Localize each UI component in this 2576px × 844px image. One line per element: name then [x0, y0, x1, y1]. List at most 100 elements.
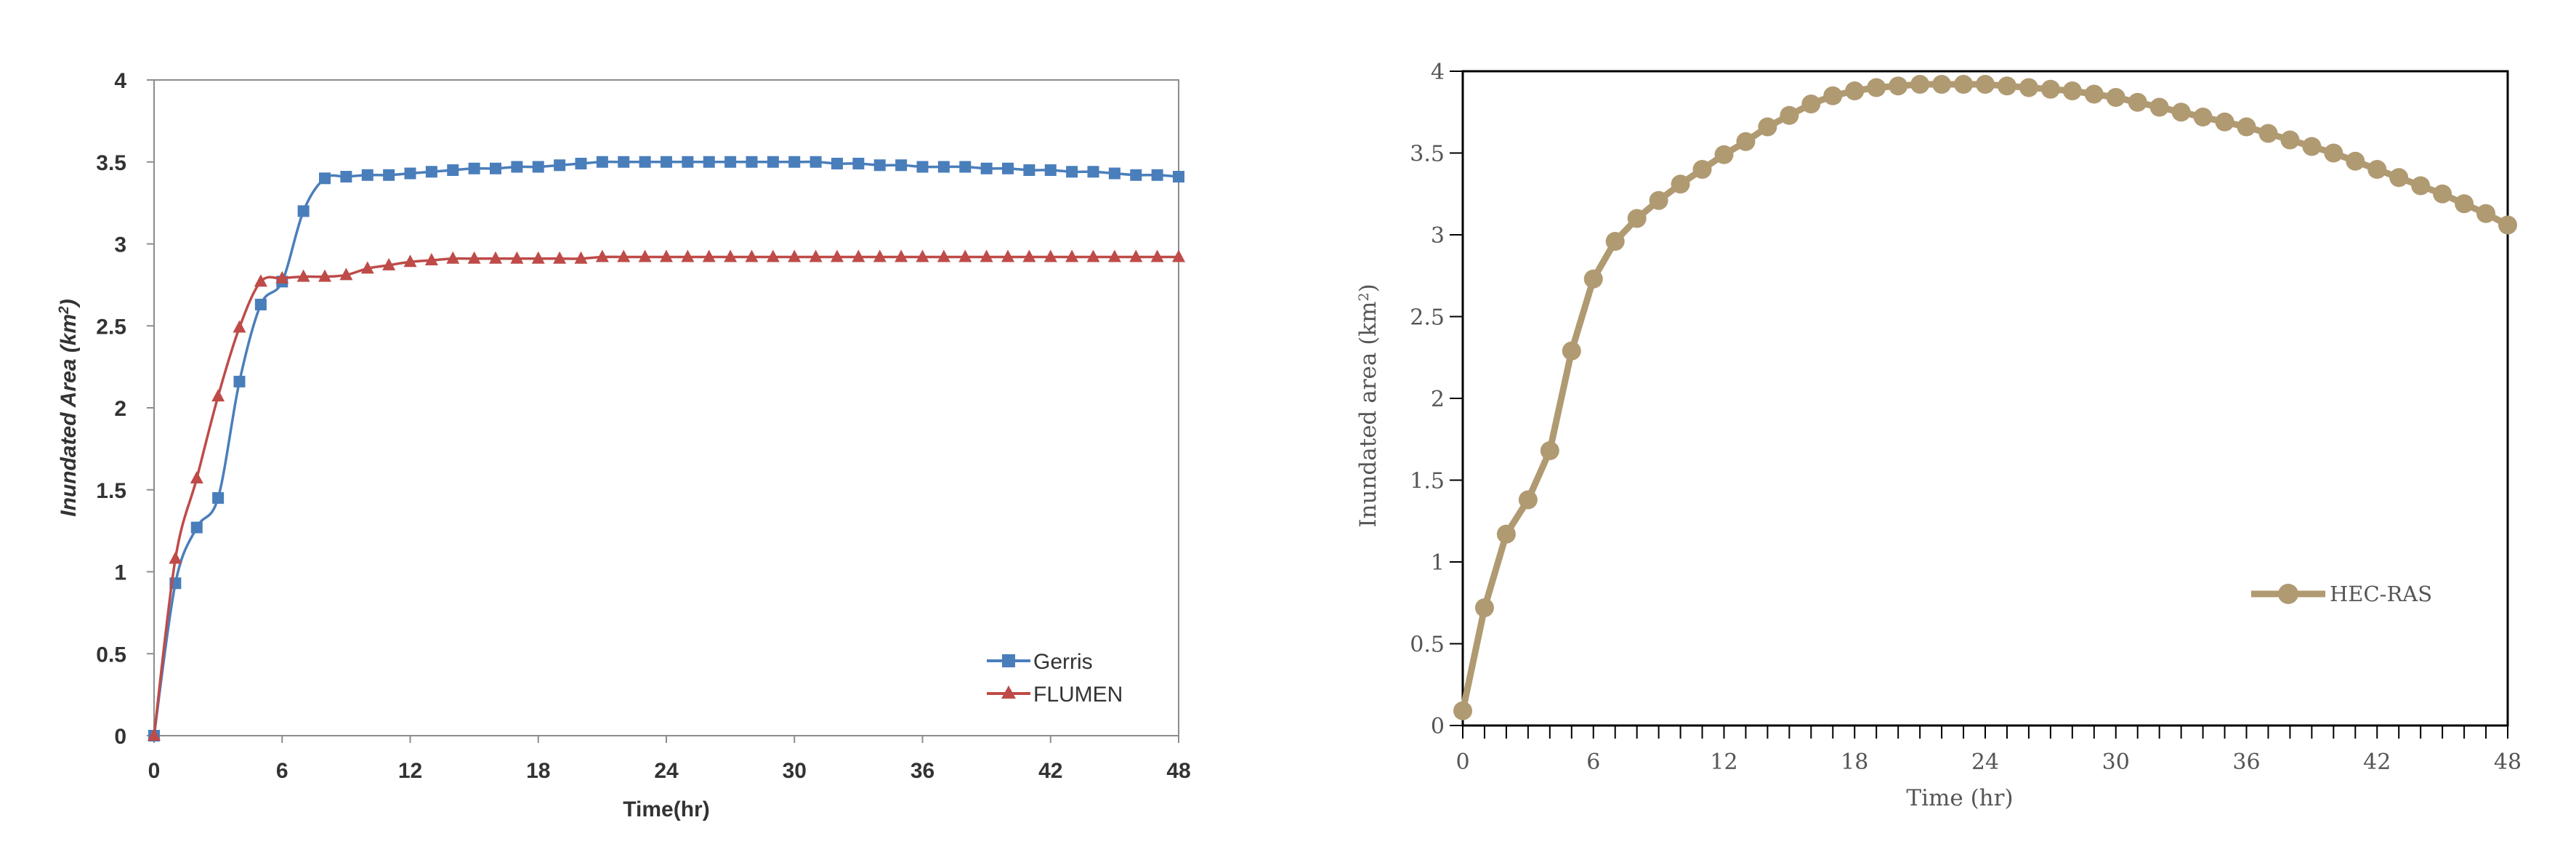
data-point-hec-ras [1823, 86, 1843, 105]
data-point-flumen [489, 251, 502, 264]
data-point-gerris [425, 166, 437, 178]
y-tick-label-right: 2.5 [1410, 305, 1445, 331]
data-point-flumen [211, 389, 225, 402]
data-point-flumen [595, 249, 609, 262]
x-tick-label-right: 18 [1841, 749, 1868, 775]
data-point-gerris [511, 161, 523, 173]
data-point-flumen [531, 251, 545, 264]
data-point-gerris [575, 158, 587, 170]
data-point-flumen [296, 269, 310, 282]
x-tick-label-right: 24 [1971, 749, 1999, 775]
y-tick-label-left: 1.5 [96, 479, 126, 503]
legend-left: Gerris FLUMEN [987, 650, 1123, 707]
data-point-gerris [190, 521, 203, 534]
x-axis-title-left: Time(hr) [623, 797, 709, 821]
data-point-gerris [383, 169, 395, 181]
y-axis-ticks-right: 0 0.5 1 1.5 2 2.5 3 3.5 4 [1410, 60, 1463, 739]
data-point-hec-ras [1605, 232, 1625, 251]
data-point-gerris [682, 156, 694, 168]
data-point-hec-ras [1692, 160, 1712, 179]
y-axis-title-right-sup: 2 [1356, 292, 1372, 301]
data-point-flumen [446, 251, 460, 264]
data-point-hec-ras [2280, 130, 2300, 150]
data-point-flumen [617, 249, 631, 262]
data-point-gerris [767, 156, 779, 168]
y-tick-label-right: 2 [1431, 387, 1445, 412]
data-point-hec-ras [1845, 81, 1865, 100]
y-tick-label-left: 1 [114, 561, 126, 585]
data-point-gerris [618, 156, 630, 168]
data-point-hec-ras [2324, 143, 2343, 163]
legend-item-flumen: FLUMEN [987, 683, 1123, 707]
data-point-flumen [852, 249, 865, 262]
y-tick-label-right: 1 [1431, 550, 1445, 576]
data-point-flumen [424, 253, 438, 266]
data-point-flumen [467, 251, 481, 264]
data-point-hec-ras [1474, 598, 1494, 617]
data-point-gerris [1023, 164, 1035, 177]
data-point-hec-ras [1562, 341, 1581, 361]
legend-marker-flumen [1001, 686, 1016, 699]
y-axis-title-right: Inundated area (km2) [1355, 284, 1381, 527]
data-point-gerris [809, 156, 822, 168]
data-point-flumen [660, 249, 673, 262]
legend-marker-hec-ras [2278, 584, 2298, 604]
data-point-hec-ras [2062, 81, 2082, 100]
data-point-flumen [360, 261, 374, 274]
y-axis-ticks-left: 0 0.5 1 1.5 2 2.5 3 3.5 4 [96, 69, 154, 749]
data-point-flumen [1107, 249, 1121, 262]
x-tick-label-right: 0 [1455, 749, 1469, 775]
x-tick-label-right: 30 [2102, 749, 2130, 775]
data-point-gerris [1002, 162, 1014, 174]
y-tick-label-left: 2 [114, 397, 126, 421]
data-point-gerris [404, 167, 416, 180]
y-tick-label-left: 2.5 [96, 315, 126, 339]
data-point-hec-ras [2171, 103, 2191, 122]
data-point-flumen [788, 249, 802, 262]
data-point-hec-ras [1932, 75, 1952, 94]
data-point-flumen [873, 249, 887, 262]
data-point-hec-ras [1649, 190, 1668, 210]
x-tick-label-left: 42 [1038, 759, 1062, 783]
data-point-hec-ras [1910, 75, 1930, 94]
y-axis-title-right-main: Inundated area (km [1355, 301, 1381, 527]
data-point-gerris [554, 159, 566, 172]
data-point-gerris [1066, 166, 1078, 178]
y-axis-title-left: Inundated Area (km2) [57, 299, 81, 517]
data-point-gerris [1151, 169, 1163, 181]
data-point-gerris [233, 375, 246, 387]
data-point-flumen [275, 270, 289, 284]
data-point-hec-ras [1627, 209, 1647, 228]
data-point-gerris [596, 156, 608, 168]
data-point-gerris [1130, 169, 1142, 181]
data-point-hec-ras [2455, 194, 2474, 214]
data-point-hec-ras [1540, 441, 1559, 460]
data-point-gerris [361, 169, 374, 181]
data-point-hec-ras [1496, 524, 1516, 544]
legend-label-hec-ras: HEC-RAS [2330, 582, 2432, 606]
legend-label-flumen: FLUMEN [1033, 683, 1123, 707]
data-point-hec-ras [1867, 78, 1886, 97]
data-point-gerris [532, 161, 544, 173]
data-point-gerris [1087, 166, 1099, 178]
x-tick-label-left: 36 [911, 759, 934, 783]
legend-label-gerris: Gerris [1033, 650, 1093, 674]
data-point-gerris [959, 161, 972, 173]
data-point-gerris [788, 156, 801, 168]
data-point-gerris [1173, 171, 1184, 183]
data-point-gerris [873, 159, 886, 172]
data-point-gerris [852, 158, 865, 170]
y-tick-label-right: 4 [1431, 60, 1445, 85]
legend-marker-gerris [1002, 654, 1015, 667]
data-point-hec-ras [1997, 76, 2016, 96]
y-axis-title-left-main: Inundated Area ( [57, 343, 81, 517]
data-point-flumen [574, 251, 588, 264]
data-point-gerris [831, 158, 843, 170]
y-tick-label-left: 3.5 [96, 151, 126, 175]
data-point-hec-ras [2498, 215, 2517, 235]
y-tick-label-right: 0 [1431, 714, 1445, 739]
data-point-flumen [254, 274, 267, 287]
data-point-flumen [1065, 249, 1079, 262]
data-point-hec-ras [1780, 105, 1799, 125]
